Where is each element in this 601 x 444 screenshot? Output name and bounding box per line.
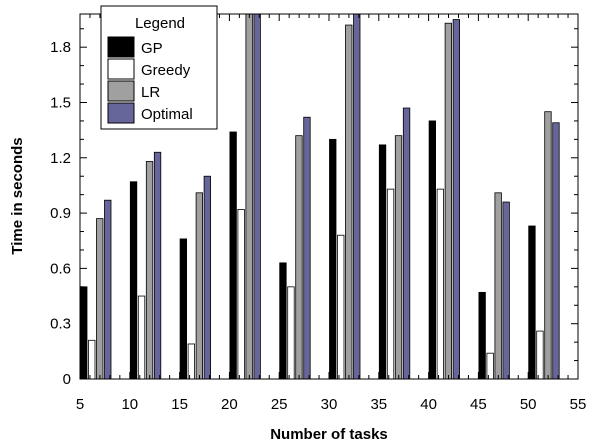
x-tick-label: 30	[321, 396, 338, 413]
bar-optimal-25	[303, 116, 311, 379]
bar-lr-15	[195, 192, 204, 379]
x-tick-label: 50	[520, 396, 537, 413]
y-axis-title: Time in seconds	[9, 137, 26, 254]
bar-gp-40	[428, 120, 437, 379]
bar-lr-20	[245, 14, 253, 379]
y-tick-label: 0	[63, 371, 71, 388]
legend-label-optimal: Optimal	[141, 106, 193, 123]
bar-lr-45	[494, 192, 502, 379]
y-tick-label: 0.9	[50, 205, 71, 222]
bar-greedy-45	[486, 352, 494, 379]
x-tick-label: 15	[171, 396, 188, 413]
x-tick-label: 55	[570, 396, 587, 413]
bar-greedy-40	[436, 188, 445, 379]
bar-optimal-40	[452, 19, 461, 379]
y-tick-label: 1.2	[50, 150, 71, 167]
bar-optimal-15	[203, 175, 212, 379]
bar-gp-25	[279, 262, 287, 379]
x-tick-label: 20	[221, 396, 238, 413]
legend-label-greedy: Greedy	[141, 62, 191, 79]
bar-gp-5	[80, 286, 88, 379]
bar-gp-20	[229, 131, 237, 379]
x-tick-label: 45	[470, 396, 487, 413]
bar-greedy-10	[137, 295, 146, 379]
bar-gp-30	[329, 138, 337, 379]
bar-greedy-30	[337, 234, 345, 379]
bar-optimal-45	[502, 201, 510, 379]
bar-lr-35	[394, 135, 403, 379]
y-tick-label: 0.6	[50, 260, 71, 277]
bar-optimal-50	[552, 122, 560, 379]
bar-lr-10	[145, 161, 154, 379]
y-tick-label: 1.5	[50, 94, 71, 111]
bar-optimal-30	[353, 14, 361, 379]
bar-greedy-20	[237, 208, 245, 379]
bar-gp-35	[378, 144, 387, 379]
x-tick-label: 25	[271, 396, 288, 413]
bar-lr-25	[295, 135, 303, 379]
bar-lr-30	[345, 24, 353, 379]
legend-title: Legend	[135, 15, 185, 32]
bar-gp-15	[179, 238, 188, 379]
legend-swatch-greedy	[107, 58, 135, 80]
x-tick-label: 35	[370, 396, 387, 413]
bar-lr-50	[544, 111, 552, 379]
bar-gp-45	[478, 291, 486, 379]
legend: Legend GP Greedy LR Optimal	[100, 5, 218, 130]
bar-optimal-5	[104, 199, 112, 379]
x-tick-label: 10	[121, 396, 138, 413]
bar-greedy-50	[536, 330, 544, 379]
bar-greedy-5	[88, 339, 96, 379]
legend-swatch-lr	[107, 80, 135, 102]
y-axis: 0 0.3 0.6 0.9 1.2 1.5 1.8	[50, 28, 578, 388]
x-axis: 5 10 15 20 25 30 35 40 45 50 55	[76, 14, 587, 413]
bar-greedy-25	[287, 286, 295, 379]
y-tick-label: 1.8	[50, 39, 71, 56]
y-tick-label: 0.3	[50, 316, 71, 333]
bar-optimal-20	[253, 14, 261, 379]
x-tick-label: 40	[420, 396, 437, 413]
bar-greedy-35	[386, 188, 395, 379]
bars-layer	[80, 14, 560, 379]
bar-lr-40	[444, 22, 453, 379]
bar-greedy-15	[187, 343, 196, 379]
legend-swatch-optimal	[107, 102, 135, 124]
legend-swatch-gp	[107, 36, 135, 58]
bar-gp-50	[528, 225, 536, 379]
bar-gp-10	[129, 181, 138, 379]
x-tick-label: 5	[76, 396, 84, 413]
bar-optimal-10	[153, 151, 162, 379]
bar-lr-5	[96, 218, 104, 379]
bar-optimal-35	[402, 107, 411, 379]
legend-label-lr: LR	[141, 84, 160, 101]
x-axis-title: Number of tasks	[270, 426, 388, 443]
legend-label-gp: GP	[141, 40, 163, 57]
